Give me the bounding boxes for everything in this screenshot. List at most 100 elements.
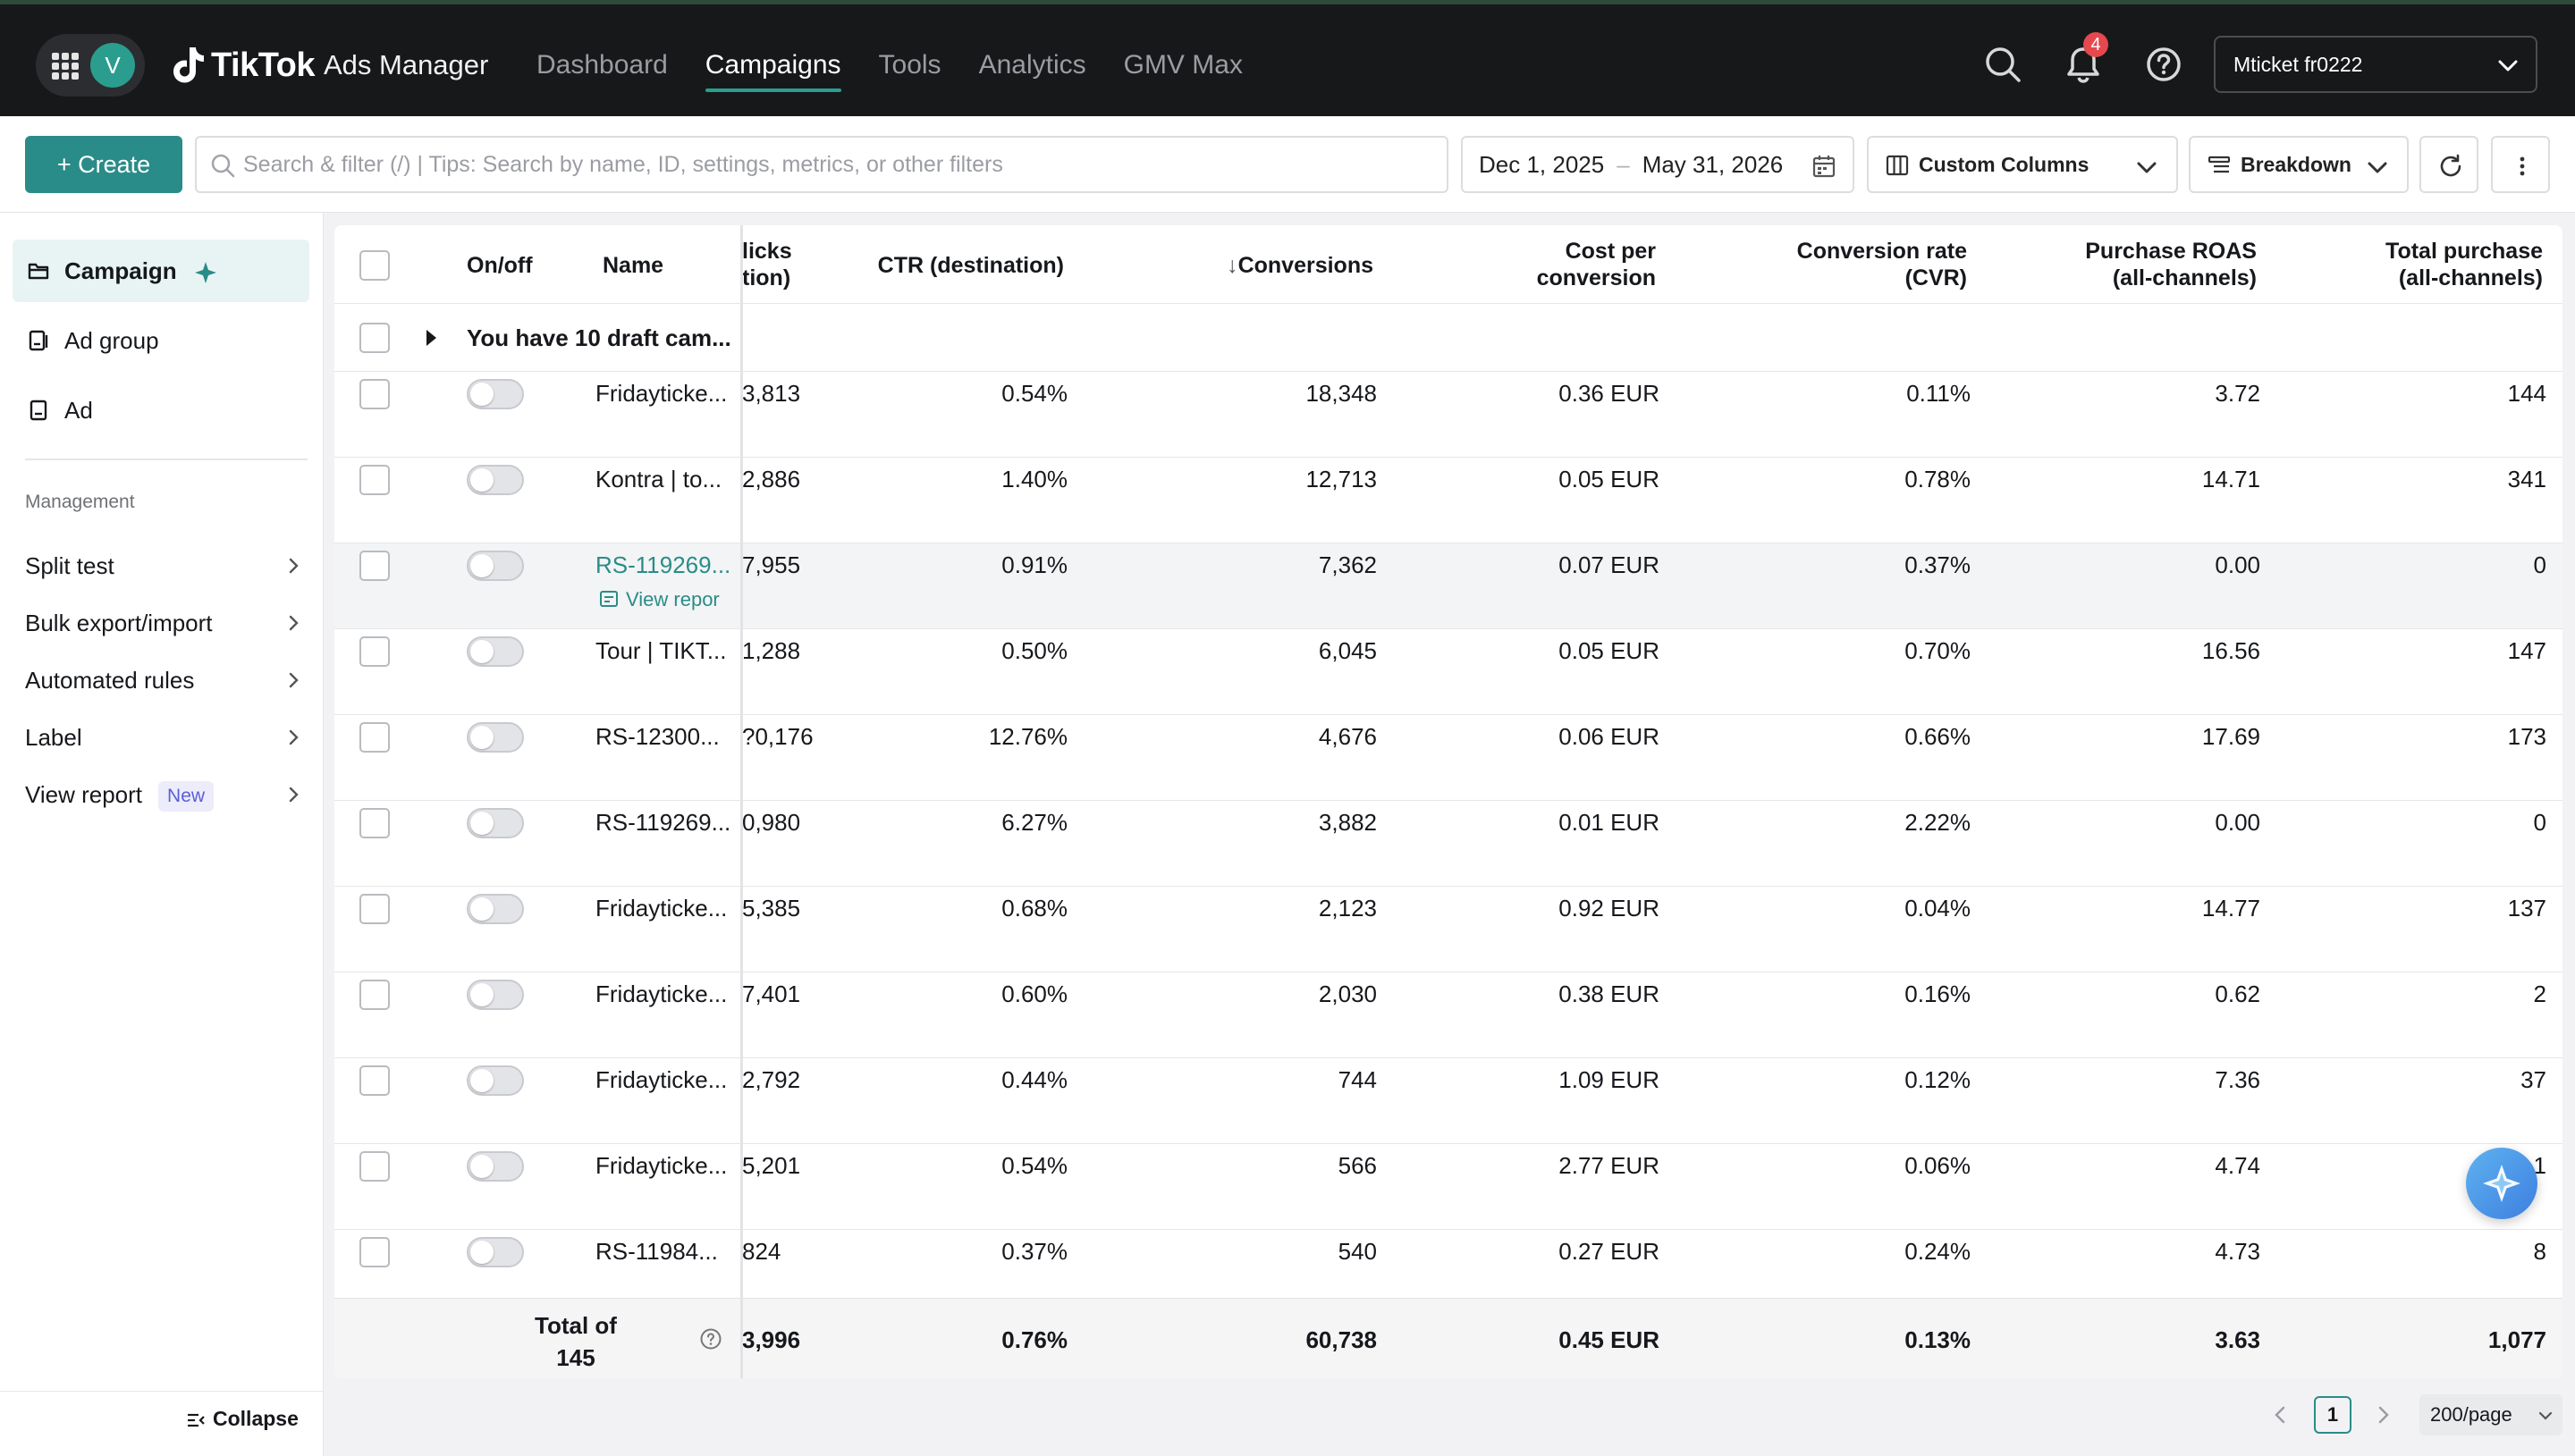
campaign-name[interactable]: RS-12300... <box>595 723 720 750</box>
table-row[interactable]: RS-119269... View repor 7,955 0.91% 7,362 0.0… <box>334 543 2562 629</box>
purchase-roas-cell: 14.77 <box>2201 895 2260 922</box>
search-input[interactable]: Search & filter (/) | Tips: Search by na… <box>195 136 1448 193</box>
campaign-status-toggle[interactable] <box>467 808 524 838</box>
chevron-left-icon[interactable] <box>2271 1405 2291 1425</box>
column-header-conversions[interactable]: ↓Conversions <box>1121 252 1373 279</box>
chevron-right-icon <box>289 787 299 803</box>
column-header-cost-per-conversion[interactable]: Cost per conversion <box>1443 238 1656 291</box>
table-row[interactable]: Tour | TIKT... 1,288 0.50% 6,045 0.05 EUR 0.7… <box>334 629 2562 715</box>
row-checkbox[interactable] <box>359 808 390 838</box>
help-icon[interactable] <box>2144 45 2183 84</box>
column-header-cvr[interactable]: Conversion rate (CVR) <box>1693 238 1967 291</box>
account-selector[interactable]: Mticket fr0222 <box>2214 36 2537 93</box>
row-checkbox[interactable] <box>359 379 390 409</box>
sidebar-item-ad[interactable]: Ad <box>13 379 309 442</box>
table-row[interactable]: Kontra | to... 2,886 1.40% 12,713 0.05 EUR 0.… <box>334 458 2562 543</box>
table-row[interactable]: Fridayticke... 5,201 0.54% 566 2.77 EUR 0.06%… <box>334 1144 2562 1230</box>
more-options-button[interactable] <box>2491 136 2550 193</box>
page-number-current[interactable]: 1 <box>2314 1396 2351 1434</box>
search-icon[interactable] <box>1983 45 2022 84</box>
campaign-name[interactable]: Kontra | to... <box>595 466 722 492</box>
campaign-name[interactable]: Fridayticke... <box>595 895 728 922</box>
breakdown-dropdown[interactable]: Breakdown <box>2189 136 2409 193</box>
campaign-name[interactable]: Fridayticke... <box>595 1066 728 1093</box>
row-checkbox[interactable] <box>359 465 390 495</box>
campaign-status-toggle[interactable] <box>467 1237 524 1267</box>
sidebar-link-label[interactable]: Label <box>25 715 302 760</box>
refresh-button[interactable] <box>2419 136 2478 193</box>
nav-dashboard[interactable]: Dashboard <box>536 50 668 80</box>
column-header-purchase-roas[interactable]: Purchase ROAS (all-channels) <box>2015 238 2257 291</box>
custom-columns-dropdown[interactable]: Custom Columns <box>1867 136 2178 193</box>
campaign-name[interactable]: RS-119269... <box>595 809 731 836</box>
chevron-right-icon[interactable] <box>2373 1405 2393 1425</box>
sidebar-item-campaign[interactable]: Campaign <box>13 240 309 302</box>
sidebar-link-bulk-export-import[interactable]: Bulk export/import <box>25 601 302 645</box>
app-switcher[interactable]: V <box>36 34 145 97</box>
column-header-clicks[interactable]: licks tion) <box>742 238 885 291</box>
campaign-status-toggle[interactable] <box>467 980 524 1010</box>
report-icon <box>600 591 618 607</box>
total-purchase-cell: 147 <box>2507 637 2546 664</box>
campaign-status-toggle[interactable] <box>467 636 524 667</box>
nav-gmv-max[interactable]: GMV Max <box>1123 50 1243 80</box>
campaign-status-toggle[interactable] <box>467 894 524 924</box>
draft-campaigns-row[interactable]: You have 10 draft cam... <box>334 304 2562 372</box>
collapse-label: Collapse <box>213 1407 299 1430</box>
column-header-onoff[interactable]: On/off <box>467 253 533 278</box>
campaign-status-toggle[interactable] <box>467 1151 524 1182</box>
campaign-status-toggle[interactable] <box>467 1065 524 1096</box>
campaign-status-toggle[interactable] <box>467 465 524 495</box>
avatar[interactable]: V <box>90 43 135 88</box>
campaign-name[interactable]: Fridayticke... <box>595 980 728 1007</box>
total-label: Total of 145 campaigns <box>513 1309 638 1378</box>
row-checkbox[interactable] <box>359 551 390 581</box>
sidebar-link-automated-rules[interactable]: Automated rules <box>25 658 302 703</box>
row-checkbox[interactable] <box>359 636 390 667</box>
view-report-link[interactable]: View repor <box>599 588 720 611</box>
table-row[interactable]: Fridayticke... 3,813 0.54% 18,348 0.36 EUR 0.… <box>334 372 2562 458</box>
create-button[interactable]: + Create <box>25 136 182 193</box>
nav-analytics[interactable]: Analytics <box>978 50 1086 80</box>
sidebar-link-split-test[interactable]: Split test <box>25 543 302 588</box>
row-checkbox[interactable] <box>359 722 390 753</box>
tiktok-logo-icon <box>173 47 204 83</box>
campaign-status-toggle[interactable] <box>467 379 524 409</box>
campaign-name[interactable]: Tour | TIKT... <box>595 637 727 664</box>
campaign-name[interactable]: RS-119269... <box>595 551 731 578</box>
table-row[interactable]: Fridayticke... 5,385 0.68% 2,123 0.92 EUR 0.0… <box>334 887 2562 972</box>
column-header-ctr[interactable]: CTR (destination) <box>877 253 1064 278</box>
campaign-status-toggle[interactable] <box>467 551 524 581</box>
campaign-name[interactable]: Fridayticke... <box>595 1152 728 1179</box>
cost-per-conversion-cell: 0.05 EUR <box>1558 466 1659 492</box>
sparkle-icon <box>194 262 216 284</box>
row-checkbox[interactable] <box>359 894 390 924</box>
row-checkbox[interactable] <box>359 980 390 1010</box>
campaign-name[interactable]: RS-11984... <box>595 1238 718 1265</box>
column-header-total-purchase[interactable]: Total purchase (all-channels) <box>2301 238 2543 291</box>
row-checkbox[interactable] <box>359 323 390 353</box>
row-checkbox[interactable] <box>359 1151 390 1182</box>
campaign-status-toggle[interactable] <box>467 722 524 753</box>
nav-tools[interactable]: Tools <box>878 50 941 80</box>
table-row[interactable]: Fridayticke... 2,792 0.44% 744 1.09 EUR 0.12%… <box>334 1058 2562 1144</box>
row-checkbox[interactable] <box>359 1065 390 1096</box>
nav-campaigns[interactable]: Campaigns <box>705 4 841 121</box>
date-range-picker[interactable]: Dec 1, 2025– May 31, 2026 <box>1461 136 1854 193</box>
notification-count-badge: 4 <box>2083 32 2108 57</box>
collapse-button[interactable]: Collapse <box>186 1407 299 1431</box>
row-checkbox[interactable] <box>359 1237 390 1267</box>
caret-right-icon[interactable] <box>422 327 440 349</box>
table-row[interactable]: Fridayticke... 7,401 0.60% 2,030 0.38 EUR 0.1… <box>334 972 2562 1058</box>
sidebar-item-ad-group[interactable]: Ad group <box>13 309 309 372</box>
sidebar-link-view-report[interactable]: View report New <box>25 772 302 817</box>
table-row[interactable]: RS-12300... ?0,176 12.76% 4,676 0.06 EUR 0.66… <box>334 715 2562 801</box>
select-all-checkbox[interactable] <box>359 250 390 281</box>
tiktok-ads-manager-logo[interactable]: TikTok Ads Manager <box>170 38 488 92</box>
column-header-name[interactable]: Name <box>603 253 664 278</box>
ai-assistant-button[interactable] <box>2466 1148 2537 1219</box>
per-page-select[interactable]: 200/page <box>2419 1394 2562 1435</box>
info-icon[interactable] <box>699 1327 722 1351</box>
campaign-name[interactable]: Fridayticke... <box>595 380 728 407</box>
table-row[interactable]: RS-119269... 0,980 6.27% 3,882 0.01 EUR 2.22%… <box>334 801 2562 887</box>
